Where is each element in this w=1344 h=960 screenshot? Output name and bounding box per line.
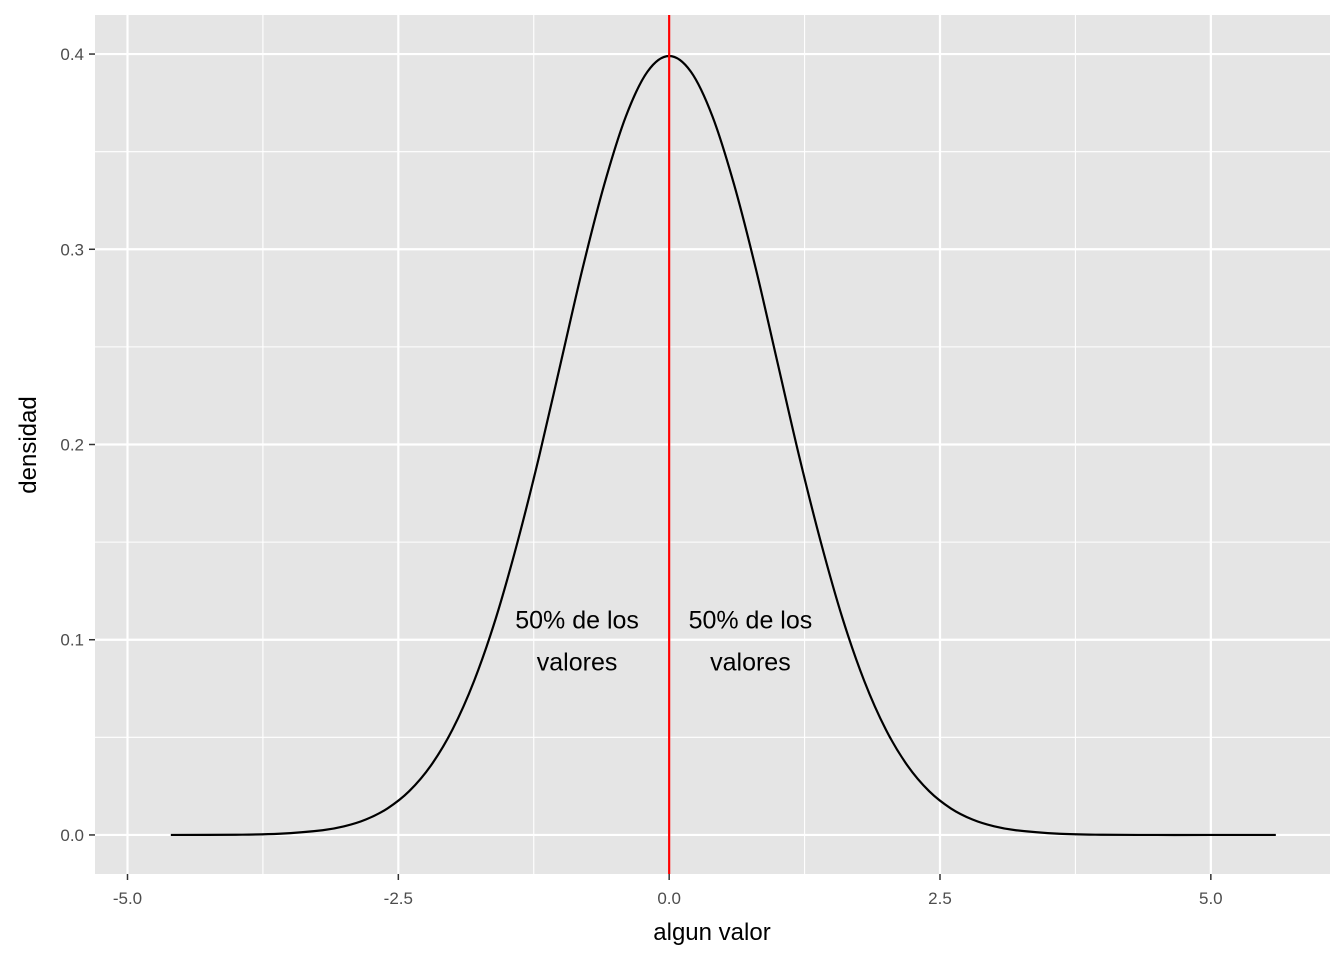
- annotation-label-2: 50% de los valores: [689, 607, 813, 677]
- x-tick-label: 0.0: [657, 889, 681, 908]
- x-tick-label: -5.0: [113, 889, 142, 908]
- x-axis-title: algun valor: [653, 919, 770, 946]
- y-tick-label: 0.0: [60, 826, 84, 845]
- y-tick-label: 0.1: [60, 631, 84, 650]
- y-tick-label: 0.2: [60, 436, 84, 455]
- annotations: 50% de los valores 50% de los valores: [515, 607, 812, 677]
- y-tick-label: 0.3: [60, 240, 84, 259]
- y-tick-label: 0.4: [60, 45, 84, 64]
- x-axis-ticks: -5.0 -2.5 0.0 2.5 5.0: [113, 874, 1223, 908]
- x-tick-label: -2.5: [384, 889, 413, 908]
- y-axis-title: densidad: [15, 396, 42, 493]
- x-tick-label: 2.5: [928, 889, 952, 908]
- x-tick-label: 5.0: [1199, 889, 1223, 908]
- density-curve: [170, 54, 1276, 837]
- y-axis-ticks: 0.0 0.1 0.2 0.3 0.4: [60, 45, 95, 845]
- annotation-label-1: 50% de los valores: [515, 607, 639, 677]
